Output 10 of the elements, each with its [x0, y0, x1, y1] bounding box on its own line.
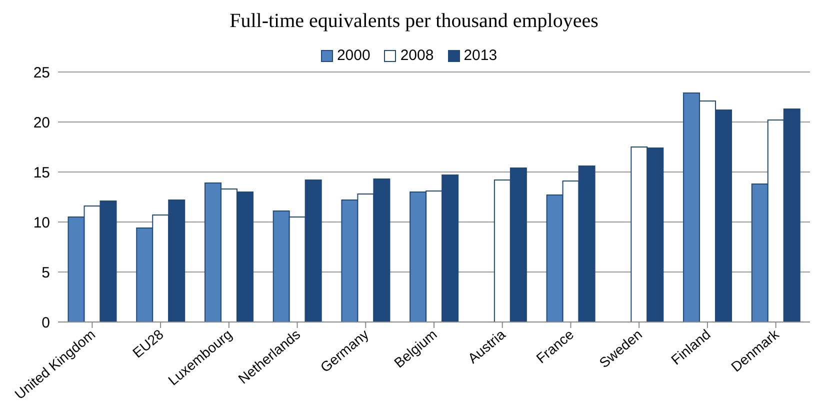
legend-label: 2008: [400, 47, 434, 64]
y-tick-label: 10: [33, 214, 50, 232]
legend-label: 2000: [336, 47, 370, 64]
y-tick-label: 25: [33, 64, 50, 82]
legend-label: 2013: [464, 47, 498, 64]
y-tick-label: 5: [42, 264, 50, 282]
chart-title: Full-time equivalents per thousand employees: [228, 10, 600, 33]
y-tick-label: 0: [42, 314, 50, 332]
y-tick-label: 20: [33, 114, 50, 132]
y-tick-label: 15: [33, 164, 50, 182]
